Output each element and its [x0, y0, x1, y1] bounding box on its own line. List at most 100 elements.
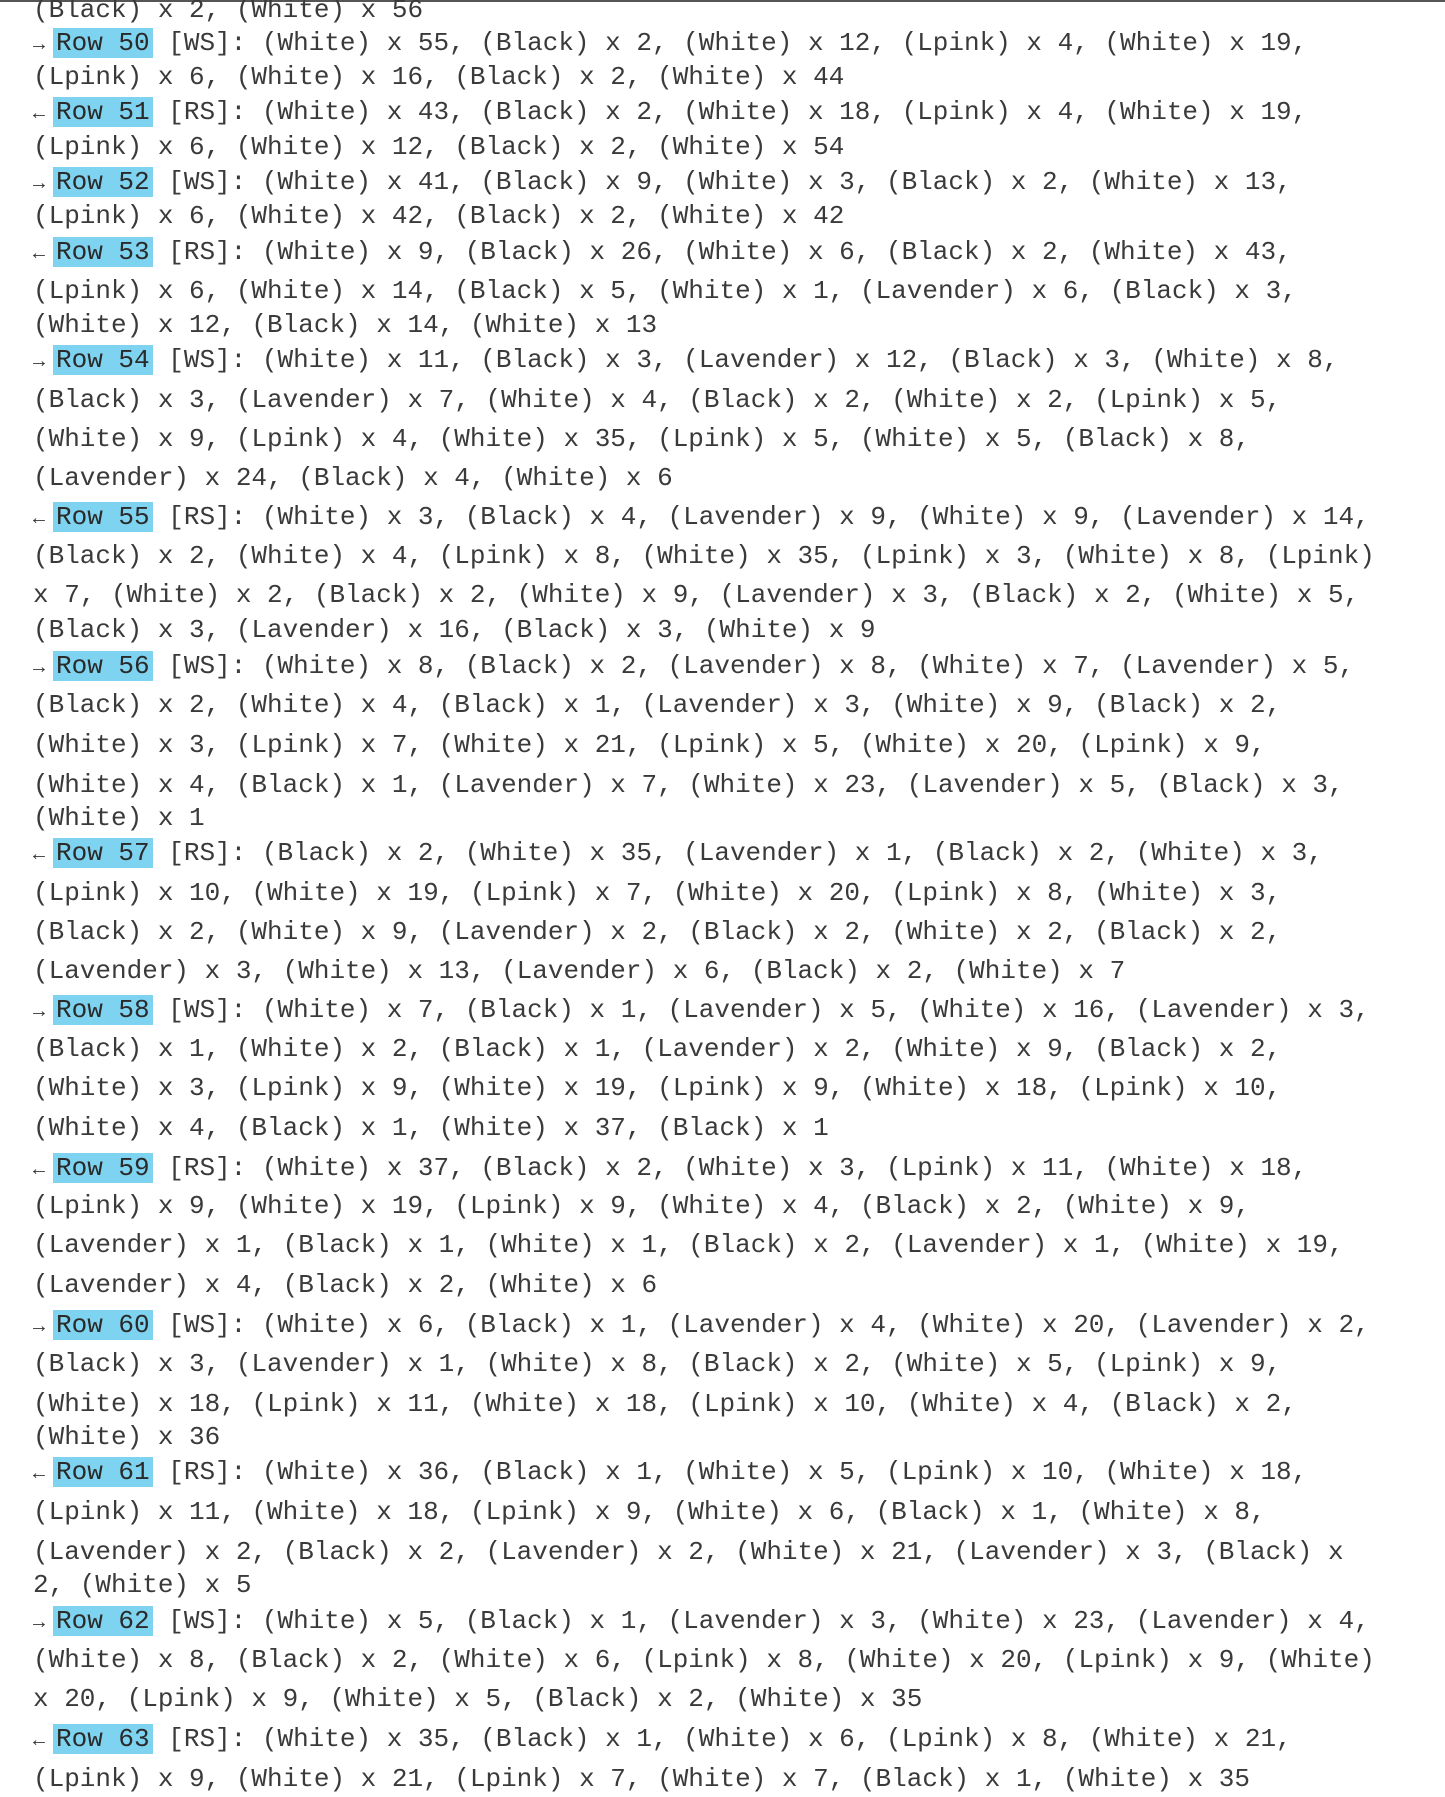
row-continuation: (Lavender) x 2, (Black) x 2, (Lavender) …	[33, 1534, 1344, 1570]
row-continuation: (Lpink) x 9, (White) x 19, (Lpink) x 9, …	[33, 1188, 1250, 1224]
row-stitches: (White) x 37, (Black) x 2, (White) x 3, …	[261, 1153, 1308, 1183]
row-stitches: (Black) x 3, (Lavender) x 1, (White) x 8…	[33, 1349, 1282, 1379]
row-label-highlight: Row 53	[53, 237, 153, 267]
row-stitches: (White) x 8, (Black) x 2, (Lavender) x 8…	[261, 651, 1355, 681]
row-stitches: (Lavender) x 1, (Black) x 1, (White) x 1…	[33, 1230, 1344, 1260]
row-stitches: (White) x 18, (Lpink) x 11, (White) x 18…	[33, 1389, 1297, 1419]
arrow-left-icon: ←	[33, 844, 46, 867]
row-label-highlight: Row 52	[53, 167, 153, 197]
row-stitches: x 7, (White) x 2, (Black) x 2, (White) x…	[33, 580, 1360, 610]
row-instruction: ← Row 59 [RS]: (White) x 37, (Black) x 2,…	[33, 1150, 1307, 1186]
row-label-highlight: Row 56	[53, 651, 153, 681]
row-side: [RS]:	[168, 237, 247, 267]
row-stitches: (White) x 9, (Black) x 26, (White) x 6, …	[261, 237, 1292, 267]
row-continuation: (Black) x 2, (White) x 4, (Lpink) x 8, (…	[33, 538, 1375, 574]
row-continuation: (White) x 1	[33, 800, 205, 836]
row-side: [RS]:	[168, 1153, 247, 1183]
row-label-highlight: Row 55	[53, 502, 153, 532]
row-instruction: ← Row 53 [RS]: (White) x 9, (Black) x 26,…	[33, 234, 1292, 270]
row-side: [RS]:	[168, 97, 247, 127]
row-label-highlight: Row 50	[53, 28, 153, 58]
row-side: [RS]:	[168, 502, 247, 532]
arrow-left-icon: ←	[33, 1159, 46, 1182]
row-instruction: → Row 56 [WS]: (White) x 8, (Black) x 2, …	[33, 648, 1354, 684]
arrow-right-icon: →	[33, 173, 46, 196]
row-stitches: (White) x 1	[33, 803, 205, 833]
arrow-left-icon: ←	[33, 1463, 46, 1486]
row-stitches: (Black) x 2, (White) x 9, (Lavender) x 2…	[33, 917, 1282, 947]
row-label-highlight: Row 59	[53, 1153, 153, 1183]
row-continuation: (Black) x 3, (Lavender) x 7, (White) x 4…	[33, 382, 1281, 418]
row-stitches: (Lpink) x 9, (White) x 21, (Lpink) x 7, …	[33, 1764, 1250, 1794]
row-continuation: (Black) x 2, (White) x 9, (Lavender) x 2…	[33, 914, 1281, 950]
row-continuation: (White) x 8, (Black) x 2, (White) x 6, (…	[33, 1642, 1375, 1678]
row-instruction: → Row 60 [WS]: (White) x 6, (Black) x 1, …	[33, 1307, 1370, 1343]
row-stitches: (Lpink) x 6, (White) x 42, (Black) x 2, …	[33, 201, 845, 231]
arrow-left-icon: ←	[33, 243, 46, 266]
row-instruction: ← Row 61 [RS]: (White) x 36, (Black) x 1,…	[33, 1454, 1307, 1490]
row-stitches: (Lavender) x 24, (Black) x 4, (White) x …	[33, 463, 673, 493]
window-top-border	[0, 0, 1445, 2]
row-continuation: (White) x 12, (Black) x 14, (White) x 13	[33, 307, 657, 343]
arrow-left-icon: ←	[33, 1730, 46, 1753]
row-instruction: ← Row 63 [RS]: (White) x 35, (Black) x 1,…	[33, 1721, 1292, 1757]
row-continuation: (Lpink) x 6, (White) x 12, (Black) x 2, …	[33, 129, 844, 165]
row-continuation: (Lavender) x 4, (Black) x 2, (White) x 6	[33, 1267, 657, 1303]
row-stitches: (White) x 3, (Black) x 4, (Lavender) x 9…	[261, 502, 1370, 532]
row-instruction: ← Row 55 [RS]: (White) x 3, (Black) x 4, …	[33, 499, 1370, 535]
row-side: [WS]:	[168, 1310, 247, 1340]
arrow-right-icon: →	[33, 1001, 46, 1024]
row-stitches: (Lavender) x 3, (White) x 13, (Lavender)…	[33, 956, 1126, 986]
row-side: [WS]:	[168, 345, 247, 375]
row-stitches: (Lavender) x 4, (Black) x 2, (White) x 6	[33, 1270, 658, 1300]
row-stitches: (White) x 41, (Black) x 9, (White) x 3, …	[261, 167, 1292, 197]
row-continuation: (Lpink) x 6, (White) x 42, (Black) x 2, …	[33, 198, 844, 234]
row-stitches: (White) x 11, (Black) x 3, (Lavender) x …	[261, 345, 1339, 375]
row-instruction: ← Row 51 [RS]: (White) x 43, (Black) x 2,…	[33, 94, 1307, 130]
row-stitches: (Lpink) x 9, (White) x 19, (Lpink) x 9, …	[33, 1191, 1250, 1221]
row-continuation: (Black) x 3, (Lavender) x 16, (Black) x …	[33, 612, 876, 648]
row-stitches: (Lpink) x 6, (White) x 16, (Black) x 2, …	[33, 62, 845, 92]
row-continuation: (Lpink) x 9, (White) x 21, (Lpink) x 7, …	[33, 1761, 1250, 1797]
row-stitches: 2, (White) x 5	[33, 1570, 252, 1600]
row-continuation: (Lpink) x 6, (White) x 16, (Black) x 2, …	[33, 59, 844, 95]
arrow-right-icon: →	[33, 34, 46, 57]
row-continuation: (White) x 4, (Black) x 1, (White) x 37, …	[33, 1110, 829, 1146]
row-stitches: (White) x 9, (Lpink) x 4, (White) x 35, …	[33, 424, 1250, 454]
row-side: [WS]:	[168, 167, 247, 197]
row-stitches: (Black) x 2, (White) x 4, (Lpink) x 8, (…	[33, 541, 1375, 571]
row-continuation: (Lpink) x 6, (White) x 14, (Black) x 5, …	[33, 273, 1297, 309]
row-stitches: (Lavender) x 2, (Black) x 2, (Lavender) …	[33, 1537, 1344, 1567]
row-stitches: (Lpink) x 6, (White) x 14, (Black) x 5, …	[33, 276, 1297, 306]
row-stitches: (White) x 36, (Black) x 1, (White) x 5, …	[261, 1457, 1308, 1487]
row-continuation: (White) x 3, (Lpink) x 7, (White) x 21, …	[33, 727, 1266, 763]
row-side: [RS]:	[168, 1724, 247, 1754]
row-continuation: (Lavender) x 3, (White) x 13, (Lavender)…	[33, 953, 1125, 989]
row-stitches: (Black) x 3, (Lavender) x 16, (Black) x …	[33, 615, 876, 645]
row-stitches: (White) x 35, (Black) x 1, (White) x 6, …	[261, 1724, 1292, 1754]
row-continuation: (Black) x 2, (White) x 4, (Black) x 1, (…	[33, 687, 1281, 723]
row-stitches: (Lpink) x 6, (White) x 12, (Black) x 2, …	[33, 132, 845, 162]
row-side: [WS]:	[168, 1606, 247, 1636]
arrow-right-icon: →	[33, 351, 46, 374]
row-stitches: (White) x 8, (Black) x 2, (White) x 6, (…	[33, 1645, 1375, 1675]
row-stitches: (White) x 4, (Black) x 1, (White) x 37, …	[33, 1113, 829, 1143]
row-continuation: x 20, (Lpink) x 9, (White) x 5, (Black) …	[33, 1681, 922, 1717]
row-side: [RS]:	[168, 838, 247, 868]
row-side: [RS]:	[168, 1457, 247, 1487]
row-instruction: → Row 62 [WS]: (White) x 5, (Black) x 1, …	[33, 1603, 1370, 1639]
row-continuation: (White) x 18, (Lpink) x 11, (White) x 18…	[33, 1386, 1297, 1422]
row-label-highlight: Row 61	[53, 1457, 153, 1487]
row-side: [WS]:	[168, 28, 247, 58]
row-continuation: (White) x 3, (Lpink) x 9, (White) x 19, …	[33, 1070, 1281, 1106]
row-label-highlight: Row 58	[53, 995, 153, 1025]
row-stitches: (Black) x 1, (White) x 2, (Black) x 1, (…	[33, 1034, 1282, 1064]
row-continuation: (White) x 4, (Black) x 1, (Lavender) x 7…	[33, 767, 1344, 803]
row-continuation: x 7, (White) x 2, (Black) x 2, (White) x…	[33, 577, 1359, 613]
row-stitches: (Black) x 2, (White) x 4, (Black) x 1, (…	[33, 690, 1282, 720]
row-stitches: (Lpink) x 11, (White) x 18, (Lpink) x 9,…	[33, 1497, 1266, 1527]
arrow-right-icon: →	[33, 657, 46, 680]
arrow-left-icon: ←	[33, 103, 46, 126]
row-label-highlight: Row 57	[53, 838, 153, 868]
row-stitches: (White) x 7, (Black) x 1, (Lavender) x 5…	[261, 995, 1370, 1025]
